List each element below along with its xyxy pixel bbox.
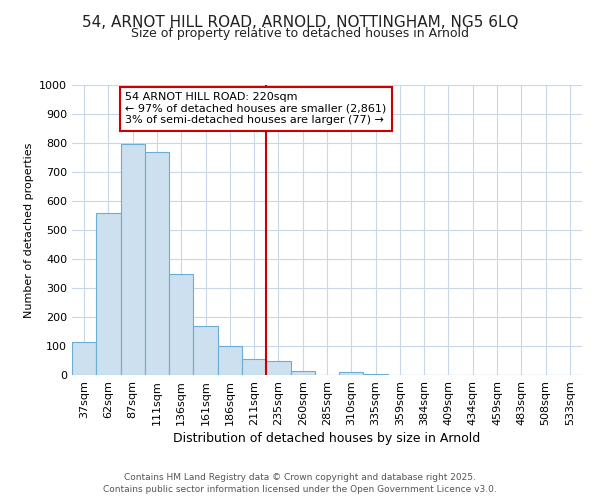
Bar [266, 360, 290, 375]
X-axis label: Distribution of detached houses by size in Arnold: Distribution of detached houses by size … [173, 432, 481, 445]
Bar [145, 152, 169, 375]
Bar [218, 346, 242, 375]
Text: Size of property relative to detached houses in Arnold: Size of property relative to detached ho… [131, 28, 469, 40]
Bar [339, 372, 364, 375]
Bar [96, 212, 121, 375]
Bar [72, 342, 96, 375]
Bar [364, 374, 388, 375]
Y-axis label: Number of detached properties: Number of detached properties [23, 142, 34, 318]
Bar [242, 359, 266, 375]
Text: 54, ARNOT HILL ROAD, ARNOLD, NOTTINGHAM, NG5 6LQ: 54, ARNOT HILL ROAD, ARNOLD, NOTTINGHAM,… [82, 15, 518, 30]
Bar [169, 274, 193, 375]
Text: Contains HM Land Registry data © Crown copyright and database right 2025.: Contains HM Land Registry data © Crown c… [124, 472, 476, 482]
Bar [121, 144, 145, 375]
Bar [290, 370, 315, 375]
Text: Contains public sector information licensed under the Open Government Licence v3: Contains public sector information licen… [103, 485, 497, 494]
Text: 54 ARNOT HILL ROAD: 220sqm
← 97% of detached houses are smaller (2,861)
3% of se: 54 ARNOT HILL ROAD: 220sqm ← 97% of deta… [125, 92, 386, 126]
Bar [193, 326, 218, 375]
